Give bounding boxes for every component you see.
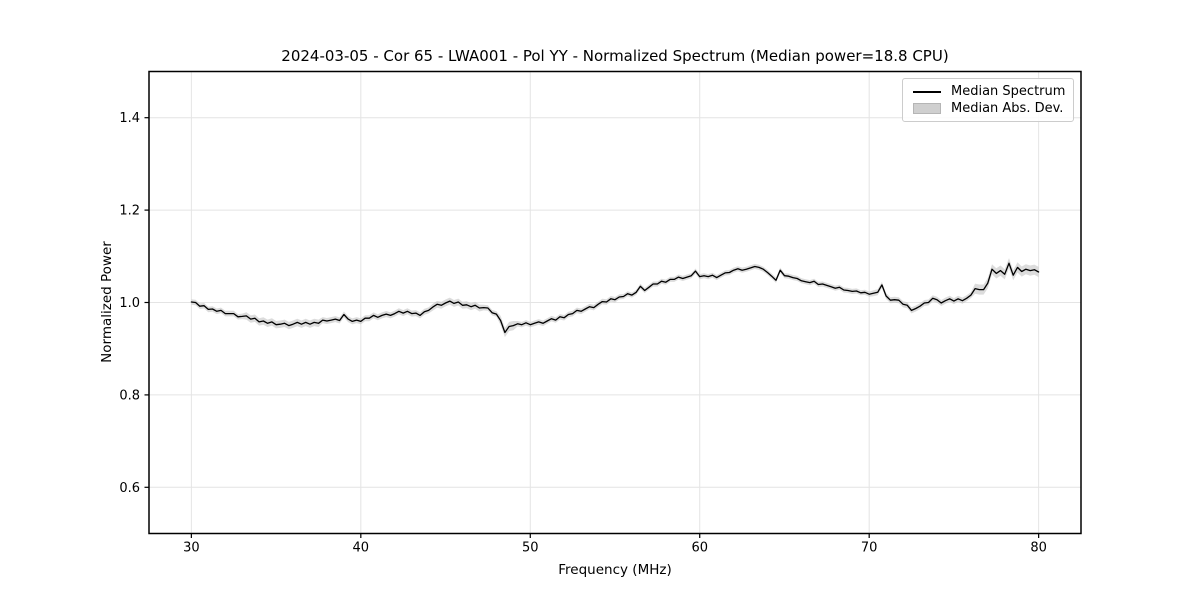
legend-label-median-spectrum: Median Spectrum: [951, 84, 1066, 99]
xtick-label-70: 70: [861, 541, 878, 556]
legend-item-median-abs-dev: Median Abs. Dev.: [913, 101, 1065, 116]
ytick-label-0.8: 0.8: [119, 388, 140, 403]
legend-line-swatch: [913, 90, 941, 93]
mad-band: [191, 258, 1039, 338]
ytick-label-1.2: 1.2: [119, 204, 140, 219]
y-axis-label: Normalized Power: [99, 241, 115, 363]
x-axis-label: Frequency (MHz): [558, 562, 672, 578]
ytick-label-1.4: 1.4: [119, 111, 140, 126]
spectrum-line: [190, 262, 1040, 334]
legend-item-median-spectrum: Median Spectrum: [913, 84, 1065, 99]
legend: Median Spectrum Median Abs. Dev.: [902, 78, 1074, 122]
chart-title: 2024-03-05 - Cor 65 - LWA001 - Pol YY - …: [281, 47, 949, 65]
xtick-label-50: 50: [522, 541, 539, 556]
ytick-label-0.6: 0.6: [119, 481, 140, 496]
xtick-label-80: 80: [1030, 541, 1047, 556]
xtick-label-60: 60: [691, 541, 708, 556]
legend-patch-swatch: [913, 103, 941, 114]
legend-label-median-abs-dev: Median Abs. Dev.: [951, 101, 1064, 116]
xtick-label-40: 40: [353, 541, 370, 556]
xtick-label-30: 30: [183, 541, 200, 556]
ytick-label-1.0: 1.0: [119, 296, 140, 311]
